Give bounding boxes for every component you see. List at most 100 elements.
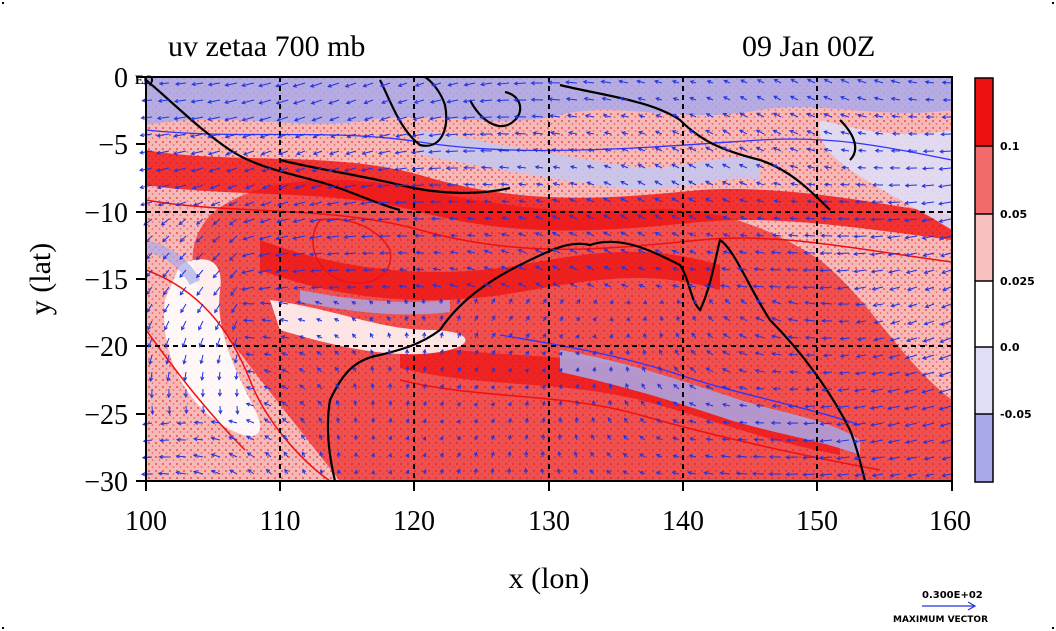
wind-vector	[888, 218, 901, 221]
wind-vector	[259, 99, 272, 104]
wind-vector-head	[586, 181, 591, 186]
wind-vector	[638, 147, 646, 152]
colorbar-swatch-6	[975, 414, 993, 482]
wind-vector	[412, 150, 425, 154]
wind-vector-head	[242, 236, 247, 241]
wind-vector-head	[806, 147, 811, 152]
wind-vector	[803, 473, 816, 476]
wind-vector-head	[411, 166, 416, 171]
wind-vector-head	[623, 435, 628, 440]
wind-vector	[569, 248, 578, 254]
x-tick-label: 160	[929, 506, 971, 537]
wind-vector-head	[156, 133, 161, 138]
wind-vector-head	[540, 450, 545, 456]
wind-vector-head	[642, 366, 647, 371]
wind-vector-head	[626, 316, 631, 322]
wind-vector	[706, 113, 714, 118]
wind-vector-head	[491, 297, 496, 303]
wind-vector	[857, 96, 867, 101]
wind-vector-head	[163, 308, 168, 314]
wind-vector-head	[573, 468, 578, 474]
wind-vector-head	[259, 301, 265, 306]
wind-vector-head	[210, 453, 216, 458]
wind-vector	[179, 235, 187, 242]
wind-vector	[774, 79, 782, 84]
wind-vector	[689, 402, 697, 407]
wind-vector-head	[721, 163, 727, 168]
wind-vector	[208, 150, 221, 155]
wind-vector-head	[325, 218, 331, 223]
wind-vector-head	[229, 274, 234, 279]
wind-vector-head	[921, 183, 926, 188]
wind-vector-head	[704, 180, 710, 185]
wind-vector-head	[482, 182, 487, 187]
wind-vector-head	[889, 286, 894, 291]
wind-vector	[150, 371, 153, 381]
wind-vector-head	[836, 456, 841, 461]
wind-vector	[535, 249, 544, 254]
wind-vector	[892, 115, 901, 118]
wind-vector-head	[637, 197, 642, 202]
wind-vector-head	[379, 117, 385, 121]
wind-vector-head	[156, 116, 162, 121]
wind-vector-head	[941, 473, 946, 478]
wind-vector	[312, 116, 323, 121]
wind-vector-head	[592, 334, 597, 339]
wind-vector-head	[907, 473, 912, 478]
wind-vector-head	[193, 420, 199, 425]
wind-vector	[706, 268, 714, 271]
wind-vector-head	[501, 216, 506, 221]
wind-vector	[295, 133, 306, 138]
wind-vector	[739, 129, 748, 135]
wind-vector-head	[328, 100, 333, 105]
wind-vector	[231, 303, 238, 313]
wind-vector-head	[525, 315, 530, 321]
wind-vector	[940, 337, 952, 343]
wind-vector-head	[853, 439, 858, 444]
wind-vector-head	[722, 420, 727, 425]
wind-vector-head	[449, 250, 455, 255]
wind-vector	[908, 98, 918, 101]
wind-vector	[236, 405, 239, 414]
wind-vector	[756, 387, 765, 390]
wind-vector	[723, 96, 731, 101]
wind-vector-head	[517, 249, 523, 253]
vector-key-label: MAXIMUM VECTOR	[893, 615, 988, 625]
wind-vector-head	[405, 453, 410, 458]
wind-vector	[705, 385, 714, 390]
wind-vector-head	[263, 402, 268, 406]
wind-vector-head	[887, 200, 892, 205]
wind-vector-head	[688, 402, 694, 406]
wind-vector-head	[672, 436, 677, 441]
wind-vector	[263, 336, 272, 339]
wind-vector	[654, 197, 663, 203]
wind-vector-head	[853, 251, 858, 256]
wind-vector	[906, 269, 918, 274]
wind-vector-head	[242, 301, 247, 306]
wind-vector	[823, 354, 833, 357]
wind-vector-head	[822, 199, 828, 204]
wind-vector-head	[449, 266, 454, 271]
wind-vector-head	[524, 417, 529, 423]
wind-vector-head	[768, 454, 774, 460]
wind-vector-head	[173, 98, 179, 104]
x-tick-label: 100	[125, 506, 167, 537]
y-tick-label: −15	[84, 265, 128, 296]
wind-vector-head	[196, 291, 201, 296]
wind-vector-head	[803, 300, 809, 305]
wind-vector	[587, 181, 595, 186]
wind-vector-head	[923, 456, 929, 461]
wind-vector	[671, 197, 680, 203]
wind-vector-head	[838, 319, 843, 324]
wind-vector-head	[626, 300, 631, 305]
wind-vector-head	[457, 366, 461, 372]
wind-vector	[294, 201, 306, 206]
wind-vector-head	[823, 113, 828, 117]
wind-vector-head	[447, 82, 452, 87]
wind-vector-head	[191, 185, 197, 190]
wind-vector-head	[473, 451, 478, 457]
wind-vector-head	[654, 180, 659, 185]
wind-vector-head	[871, 200, 876, 205]
wind-vector-head	[721, 266, 726, 272]
wind-vector-head	[371, 434, 376, 440]
